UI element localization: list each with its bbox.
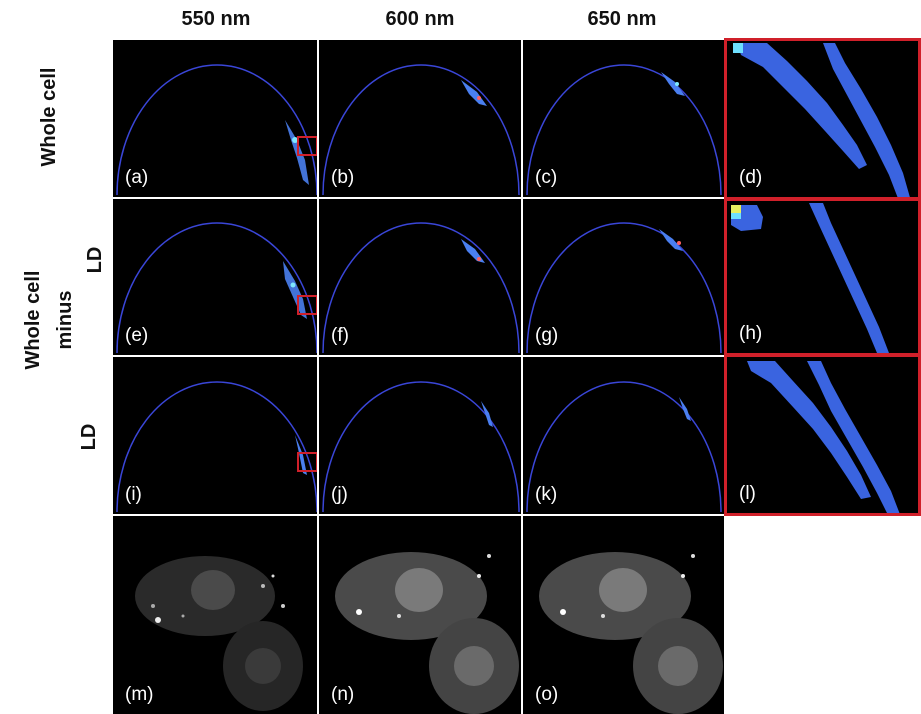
panel-n-micrograph: (n)	[319, 516, 521, 714]
panel-a: (a)	[113, 40, 317, 197]
zoom-plot-l	[747, 361, 900, 513]
panel-j: (j)	[319, 357, 521, 514]
panel-c: (c)	[523, 40, 724, 197]
cell-image-n	[335, 552, 519, 714]
panel-label-d: (d)	[739, 167, 763, 188]
zoom-plot-h	[731, 203, 889, 353]
panel-h-zoom: (h)	[724, 198, 921, 356]
panel-label-g: (g)	[535, 325, 559, 346]
panel-label-c: (c)	[535, 167, 558, 188]
phasor-plot-a	[116, 64, 317, 196]
cell-image-o	[539, 552, 723, 714]
row-label-minus-line1: Whole cell	[22, 270, 44, 370]
panel-label-n: (n)	[331, 684, 355, 705]
panel-label-f: (f)	[331, 325, 349, 346]
phasor-plot-e	[116, 222, 317, 354]
column-header-650: 650 nm	[587, 8, 657, 30]
panel-label-k: (k)	[535, 484, 558, 505]
phasor-plot-c	[526, 64, 722, 196]
row-label-minus-line2: minus	[54, 290, 76, 350]
panel-label-o: (o)	[535, 684, 559, 705]
phasor-plot-b	[322, 64, 520, 196]
cell-image-m	[135, 556, 303, 711]
panel-label-m: (m)	[125, 684, 154, 705]
panel-g: (g)	[523, 199, 724, 355]
phasor-plot-f	[322, 222, 520, 354]
panel-label-j: (j)	[331, 484, 348, 505]
panel-l-zoom: (l)	[724, 354, 921, 516]
row-label-whole-cell-minus-ld: Whole cell minus LD	[0, 247, 124, 390]
panel-label-b: (b)	[331, 167, 355, 188]
phasor-plot-i	[116, 381, 317, 513]
panel-label-i: (i)	[125, 484, 142, 505]
panel-label-h: (h)	[739, 323, 763, 344]
panel-label-l: (l)	[739, 483, 756, 504]
panel-f: (f)	[319, 199, 521, 355]
phasor-plot-j	[322, 381, 520, 513]
panel-b: (b)	[319, 40, 521, 197]
panel-k: (k)	[523, 357, 724, 514]
row-label-whole-cell: Whole cell	[38, 67, 60, 167]
row-label-ld: LD	[78, 423, 100, 451]
panel-label-e: (e)	[125, 325, 149, 346]
panel-o-micrograph: (o)	[523, 516, 724, 714]
phasor-plot-k	[526, 381, 722, 513]
panel-i: (i)	[113, 357, 317, 514]
column-header-550: 550 nm	[181, 8, 251, 30]
zoom-plot-d	[733, 43, 910, 197]
panel-m-micrograph: (m)	[113, 516, 317, 714]
panel-label-a: (a)	[125, 167, 149, 188]
panel-d-zoom: (d)	[724, 38, 921, 200]
row-label-minus-line3: LD	[84, 246, 106, 274]
column-header-600: 600 nm	[385, 8, 455, 30]
panel-e: (e)	[113, 199, 317, 355]
phasor-plot-g	[526, 222, 722, 354]
